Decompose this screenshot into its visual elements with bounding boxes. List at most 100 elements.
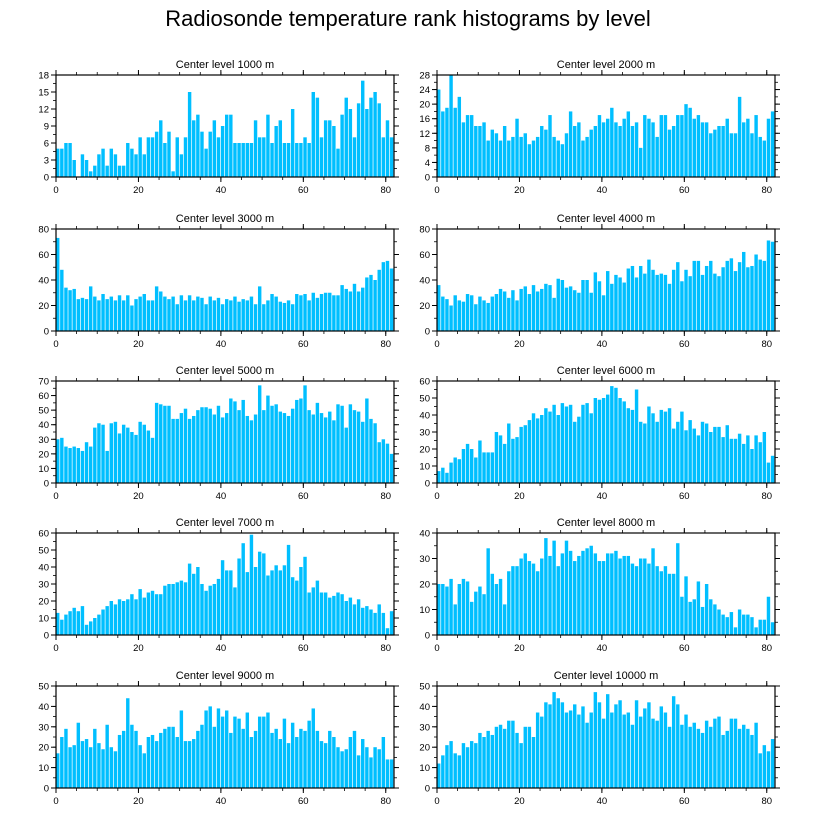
bar xyxy=(373,92,377,177)
bar xyxy=(449,75,453,177)
x-tick-label: 0 xyxy=(434,796,439,807)
bar xyxy=(688,726,692,788)
bar xyxy=(560,553,565,635)
bar xyxy=(154,594,159,635)
bar xyxy=(257,137,262,177)
bar xyxy=(266,575,270,635)
bar xyxy=(241,143,245,177)
bar xyxy=(704,265,709,331)
bar xyxy=(286,300,291,331)
bar xyxy=(200,584,204,635)
bar xyxy=(385,120,390,177)
y-tick-label: 40 xyxy=(38,420,49,431)
bar xyxy=(80,297,85,331)
bar xyxy=(154,741,159,788)
bar xyxy=(700,274,705,331)
bar xyxy=(282,565,287,635)
bar xyxy=(315,730,320,788)
bar xyxy=(437,763,441,788)
bar xyxy=(332,420,336,483)
bar xyxy=(482,452,486,483)
y-tick-label: 0 xyxy=(425,479,430,490)
bar xyxy=(220,560,225,635)
bar xyxy=(229,300,233,331)
x-tick-label: 0 xyxy=(53,643,58,654)
bar xyxy=(523,133,527,177)
bar xyxy=(453,753,457,788)
bar xyxy=(64,287,68,331)
bar xyxy=(725,118,729,177)
bar xyxy=(262,304,266,331)
bar xyxy=(126,295,130,331)
bar xyxy=(340,594,344,635)
bar xyxy=(216,405,221,483)
bar xyxy=(737,609,742,635)
bar xyxy=(758,136,762,177)
bar xyxy=(540,558,544,635)
y-tick-label: 50 xyxy=(38,682,49,693)
y-tick-label: 30 xyxy=(419,428,430,439)
bar xyxy=(494,133,499,177)
bar xyxy=(601,718,606,788)
y-tick-label: 20 xyxy=(419,445,430,456)
bar xyxy=(507,140,511,177)
bar xyxy=(266,114,270,177)
bar xyxy=(88,171,93,177)
bar xyxy=(622,401,626,483)
bar xyxy=(241,399,245,483)
x-tick-label: 60 xyxy=(679,491,690,502)
bar xyxy=(589,413,593,483)
bar xyxy=(552,540,556,635)
bar xyxy=(544,538,548,635)
bar xyxy=(56,148,60,177)
bar xyxy=(126,698,130,788)
bar xyxy=(171,726,175,788)
bar xyxy=(295,737,299,788)
bar xyxy=(469,601,474,635)
bar xyxy=(634,566,639,635)
panel-title: Center level 9000 m xyxy=(176,670,274,682)
bar xyxy=(130,724,134,788)
bar xyxy=(494,726,499,788)
y-tick-label: 40 xyxy=(419,276,430,287)
bar xyxy=(183,582,188,635)
x-tick-label: 40 xyxy=(597,491,608,502)
bar xyxy=(737,96,742,177)
bar xyxy=(352,283,357,331)
bar xyxy=(80,741,85,788)
bar xyxy=(113,300,118,331)
y-tick-label: 20 xyxy=(419,580,430,591)
bar xyxy=(299,398,303,483)
bar xyxy=(307,720,311,788)
bar xyxy=(770,241,775,331)
bar xyxy=(163,405,167,483)
bar xyxy=(303,556,307,635)
bar xyxy=(97,154,101,177)
y-tick-label: 30 xyxy=(419,722,430,733)
bar xyxy=(564,133,569,177)
bar xyxy=(651,122,655,177)
bar xyxy=(630,265,635,331)
bar xyxy=(593,126,598,177)
bar xyxy=(274,404,278,483)
bar xyxy=(671,269,676,331)
bar xyxy=(134,599,138,635)
bar xyxy=(303,137,307,177)
bar xyxy=(167,584,171,635)
bar xyxy=(208,585,212,635)
bar xyxy=(762,619,767,635)
bar xyxy=(369,274,373,331)
bar xyxy=(356,755,361,788)
bar xyxy=(385,628,390,635)
bar xyxy=(704,584,709,635)
y-tick-label: 10 xyxy=(38,464,49,475)
bar xyxy=(109,423,114,483)
bar xyxy=(278,301,283,331)
bar xyxy=(507,720,511,788)
panel-title: Center level 10000 m xyxy=(554,670,659,682)
bar xyxy=(319,413,324,483)
bar xyxy=(154,286,159,332)
bar xyxy=(651,718,655,788)
bar xyxy=(692,428,696,483)
bar xyxy=(233,716,237,788)
